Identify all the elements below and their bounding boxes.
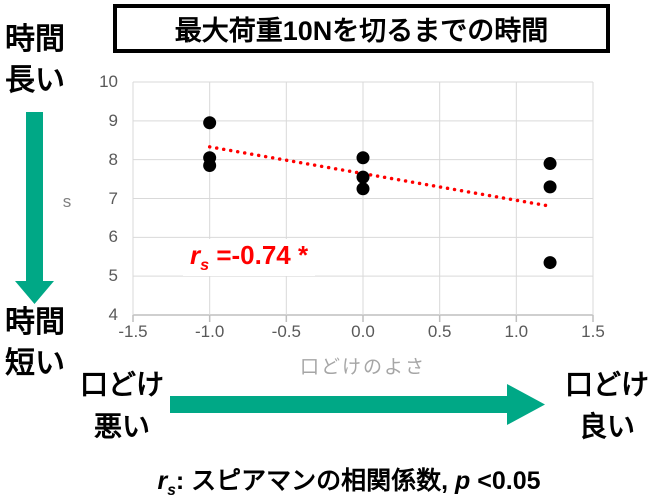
data-point xyxy=(356,170,370,184)
trendline xyxy=(207,145,551,208)
data-point xyxy=(356,151,370,165)
y-axis-tick-label: 9 xyxy=(108,110,118,130)
x-axis-tick-label: -1.0 xyxy=(195,322,225,341)
x-axis-tick-label: 1.0 xyxy=(504,322,529,341)
data-point xyxy=(543,256,557,270)
time-direction-down-arrow-icon xyxy=(15,112,54,304)
chart-title-box: 最大荷重10Nを切るまでの時間 xyxy=(113,4,610,53)
figure-caption: rs: スピアマンの相関係数, p <0.05 xyxy=(157,467,541,499)
data-point xyxy=(543,157,557,171)
chart-title: 最大荷重10Nを切るまでの時間 xyxy=(174,16,549,46)
y-axis-tick-label: 4 xyxy=(108,305,118,324)
time-short-label: 時間 短い xyxy=(5,306,65,380)
data-point xyxy=(203,116,217,130)
x-axis-tick-label: 1.5 xyxy=(581,322,605,341)
y-axis-tick-label: 8 xyxy=(108,149,118,169)
correlation-annotation: rs =-0.74 * xyxy=(183,239,316,277)
mouthfeel-direction-right-arrow-icon xyxy=(170,384,545,425)
y-axis-tick-label: 10 xyxy=(99,72,118,91)
data-point xyxy=(356,182,370,196)
time-long-label: 時間 長い xyxy=(5,23,65,97)
mouthfeel-good-label: 口どけ 良い xyxy=(564,369,649,442)
mouthfeel-bad-label: 口どけ 悪い xyxy=(79,369,164,442)
x-axis-tick-label: 0.5 xyxy=(427,322,452,341)
data-point xyxy=(543,180,557,194)
y-axis-tick-label: 6 xyxy=(108,227,118,247)
x-axis-title: 口どけのよさ xyxy=(299,357,426,378)
x-axis-tick-label: -0.5 xyxy=(271,322,301,341)
y-axis-title: s xyxy=(62,192,72,211)
x-axis-tick-label: 0.0 xyxy=(351,322,375,341)
y-axis-tick-label: 5 xyxy=(108,266,118,286)
x-axis-tick-label: -1.5 xyxy=(118,322,148,341)
y-axis-tick-label: 7 xyxy=(108,188,118,208)
data-point xyxy=(203,158,217,172)
